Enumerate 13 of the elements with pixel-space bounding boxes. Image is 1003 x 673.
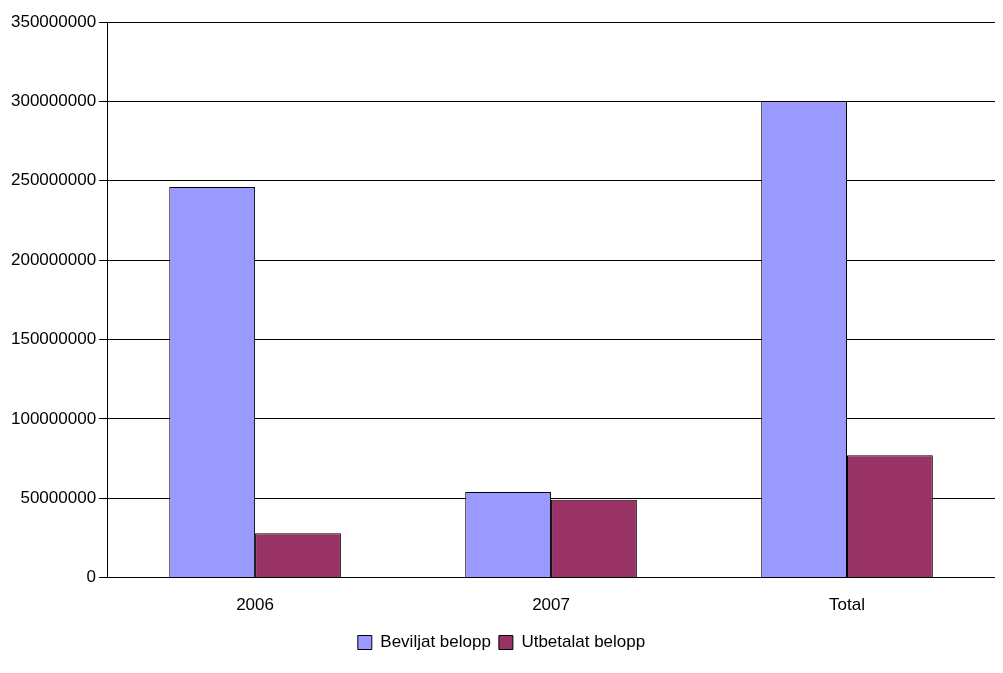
- y-tick-label: 250000000: [11, 170, 97, 190]
- y-tick-label: 200000000: [11, 249, 97, 269]
- x-tick-label: 2006: [236, 595, 274, 615]
- x-tick-label: Total: [829, 595, 865, 615]
- y-tick-label: 100000000: [11, 408, 97, 428]
- x-tick-label: 2007: [532, 595, 570, 615]
- y-tick-label: 50000000: [20, 487, 97, 507]
- legend-label: Utbetalat belopp: [521, 632, 646, 652]
- y-tick-label: 350000000: [11, 11, 97, 31]
- y-tick-label: 150000000: [11, 329, 97, 349]
- y-tick-label: 300000000: [11, 91, 97, 111]
- y-tick-label: 0: [86, 567, 97, 587]
- legend-label: Beviljat belopp: [380, 632, 491, 652]
